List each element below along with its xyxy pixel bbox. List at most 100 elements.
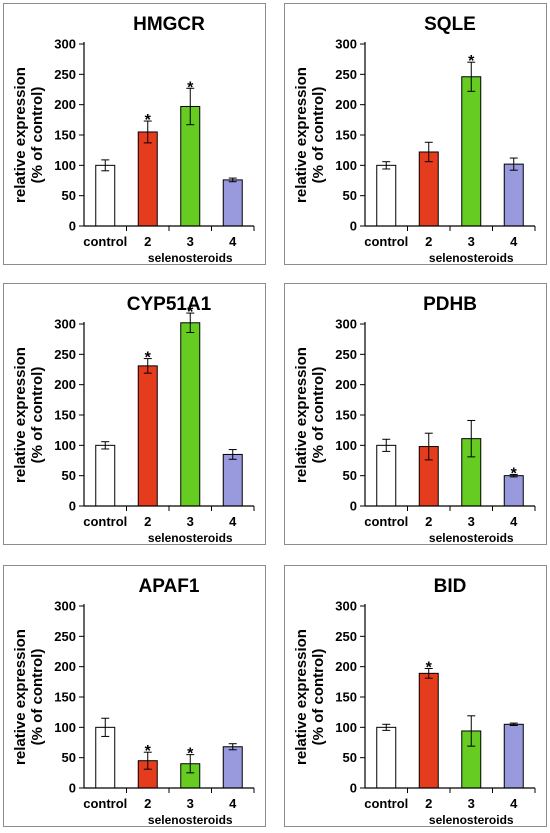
x-category-label: control [364,796,408,811]
bar-control [376,164,397,227]
y-tick-label: 200 [54,377,76,392]
y-axis-label: (% of control) [29,87,46,184]
x-category-label: control [83,796,127,811]
y-axis-label: relative expression [293,629,310,765]
y-tick-label: 300 [54,317,76,332]
x-category-label: 4 [229,796,237,811]
x-category-label: 3 [468,514,475,529]
y-tick-label: 150 [335,408,357,423]
y-tick-label: 50 [62,188,76,203]
chart-svg: SQLE relative expression (% of control) 0 50… [293,14,536,265]
chart-title: SQLE [424,14,476,35]
x-category-label: 2 [425,796,432,811]
y-tick-label: 200 [335,659,357,674]
y-tick-label: 300 [335,599,357,614]
bar-control [95,164,116,227]
x-category-label: control [83,234,127,249]
chart-svg: PDHB relative expression (% of control) 0 50… [293,294,536,545]
bar-4 [503,163,524,227]
y-tick-label: 50 [343,750,357,765]
chart-panel-hmgcr: HMGCR relative expression (% of control) 0 5… [3,3,266,265]
chart-svg: CYP51A1 relative expression (% of control)… [12,294,255,545]
y-axis-label: relative expression [12,67,29,203]
bar-2 [137,365,158,507]
y-tick-label: 100 [335,720,357,735]
significance-marker: * [426,659,433,676]
x-category-label: 3 [187,796,194,811]
significance-marker: * [468,53,475,70]
y-axis-label: relative expression [12,629,29,765]
y-axis-label: relative expression [12,347,29,483]
bar-2 [418,151,439,227]
x-category-label: control [364,234,408,249]
y-tick-label: 200 [54,659,76,674]
chart-panel-sqle: SQLE relative expression (% of control) 0 50… [284,3,547,265]
x-category-label: 3 [187,514,194,529]
x-group-label: selenosteroids [148,251,233,265]
chart-title: APAF1 [139,576,200,597]
y-tick-label: 150 [335,690,357,705]
y-tick-label: 200 [335,97,357,112]
bar-control [376,726,397,789]
y-tick-label: 200 [54,97,76,112]
y-tick-label: 150 [54,690,76,705]
y-tick-label: 300 [335,317,357,332]
bar-4 [222,746,243,789]
y-tick-label: 100 [54,158,76,173]
chart-title: PDHB [423,294,477,315]
chart-title: BID [434,576,467,597]
x-group-label: selenosteroids [429,531,514,545]
chart-panel-bid: BID relative expression (% of control) 0 50 1… [284,565,547,827]
x-category-label: 4 [229,234,237,249]
y-axis-label: relative expression [293,67,310,203]
x-category-label: 4 [510,796,518,811]
y-tick-label: 250 [54,347,76,362]
significance-marker: * [511,465,518,482]
y-tick-label: 300 [335,37,357,52]
chart-panel-pdhb: PDHB relative expression (% of control) 0 50… [284,283,547,545]
y-tick-label: 0 [69,781,76,796]
y-axis-label: (% of control) [310,649,327,746]
x-category-label: 2 [144,796,151,811]
chart-svg: BID relative expression (% of control) 0 50 1… [293,576,536,827]
bar-2 [418,672,439,789]
x-category-label: 2 [425,234,432,249]
x-category-label: 3 [468,796,475,811]
y-tick-label: 0 [350,781,357,796]
y-axis-label: relative expression [293,347,310,483]
significance-marker: * [145,112,152,129]
y-tick-label: 0 [69,219,76,234]
y-tick-label: 250 [54,629,76,644]
x-category-label: 4 [229,514,237,529]
y-tick-label: 100 [54,720,76,735]
y-tick-label: 250 [335,67,357,82]
y-tick-label: 200 [335,377,357,392]
x-category-label: 4 [510,234,518,249]
y-tick-label: 250 [54,67,76,82]
chart-title: CYP51A1 [127,294,212,315]
y-tick-label: 300 [54,37,76,52]
y-axis-label: (% of control) [29,367,46,464]
y-tick-label: 100 [54,438,76,453]
y-tick-label: 50 [343,468,357,483]
chart-svg: HMGCR relative expression (% of control) 0 5… [12,14,255,265]
y-tick-label: 100 [335,438,357,453]
x-category-label: 3 [468,234,475,249]
y-tick-label: 0 [69,499,76,514]
significance-marker: * [187,304,194,321]
y-tick-label: 150 [54,408,76,423]
x-group-label: selenosteroids [429,251,514,265]
bar-4 [222,453,243,507]
x-category-label: 2 [144,514,151,529]
x-group-label: selenosteroids [148,813,233,827]
x-group-label: selenosteroids [429,813,514,827]
y-axis-label: (% of control) [310,367,327,464]
y-tick-label: 50 [343,188,357,203]
bar-2 [137,131,158,227]
x-category-label: control [83,514,127,529]
bar-control [376,444,397,507]
bar-3 [180,322,201,507]
bar-4 [503,723,524,789]
bar-control [95,444,116,507]
x-category-label: control [364,514,408,529]
